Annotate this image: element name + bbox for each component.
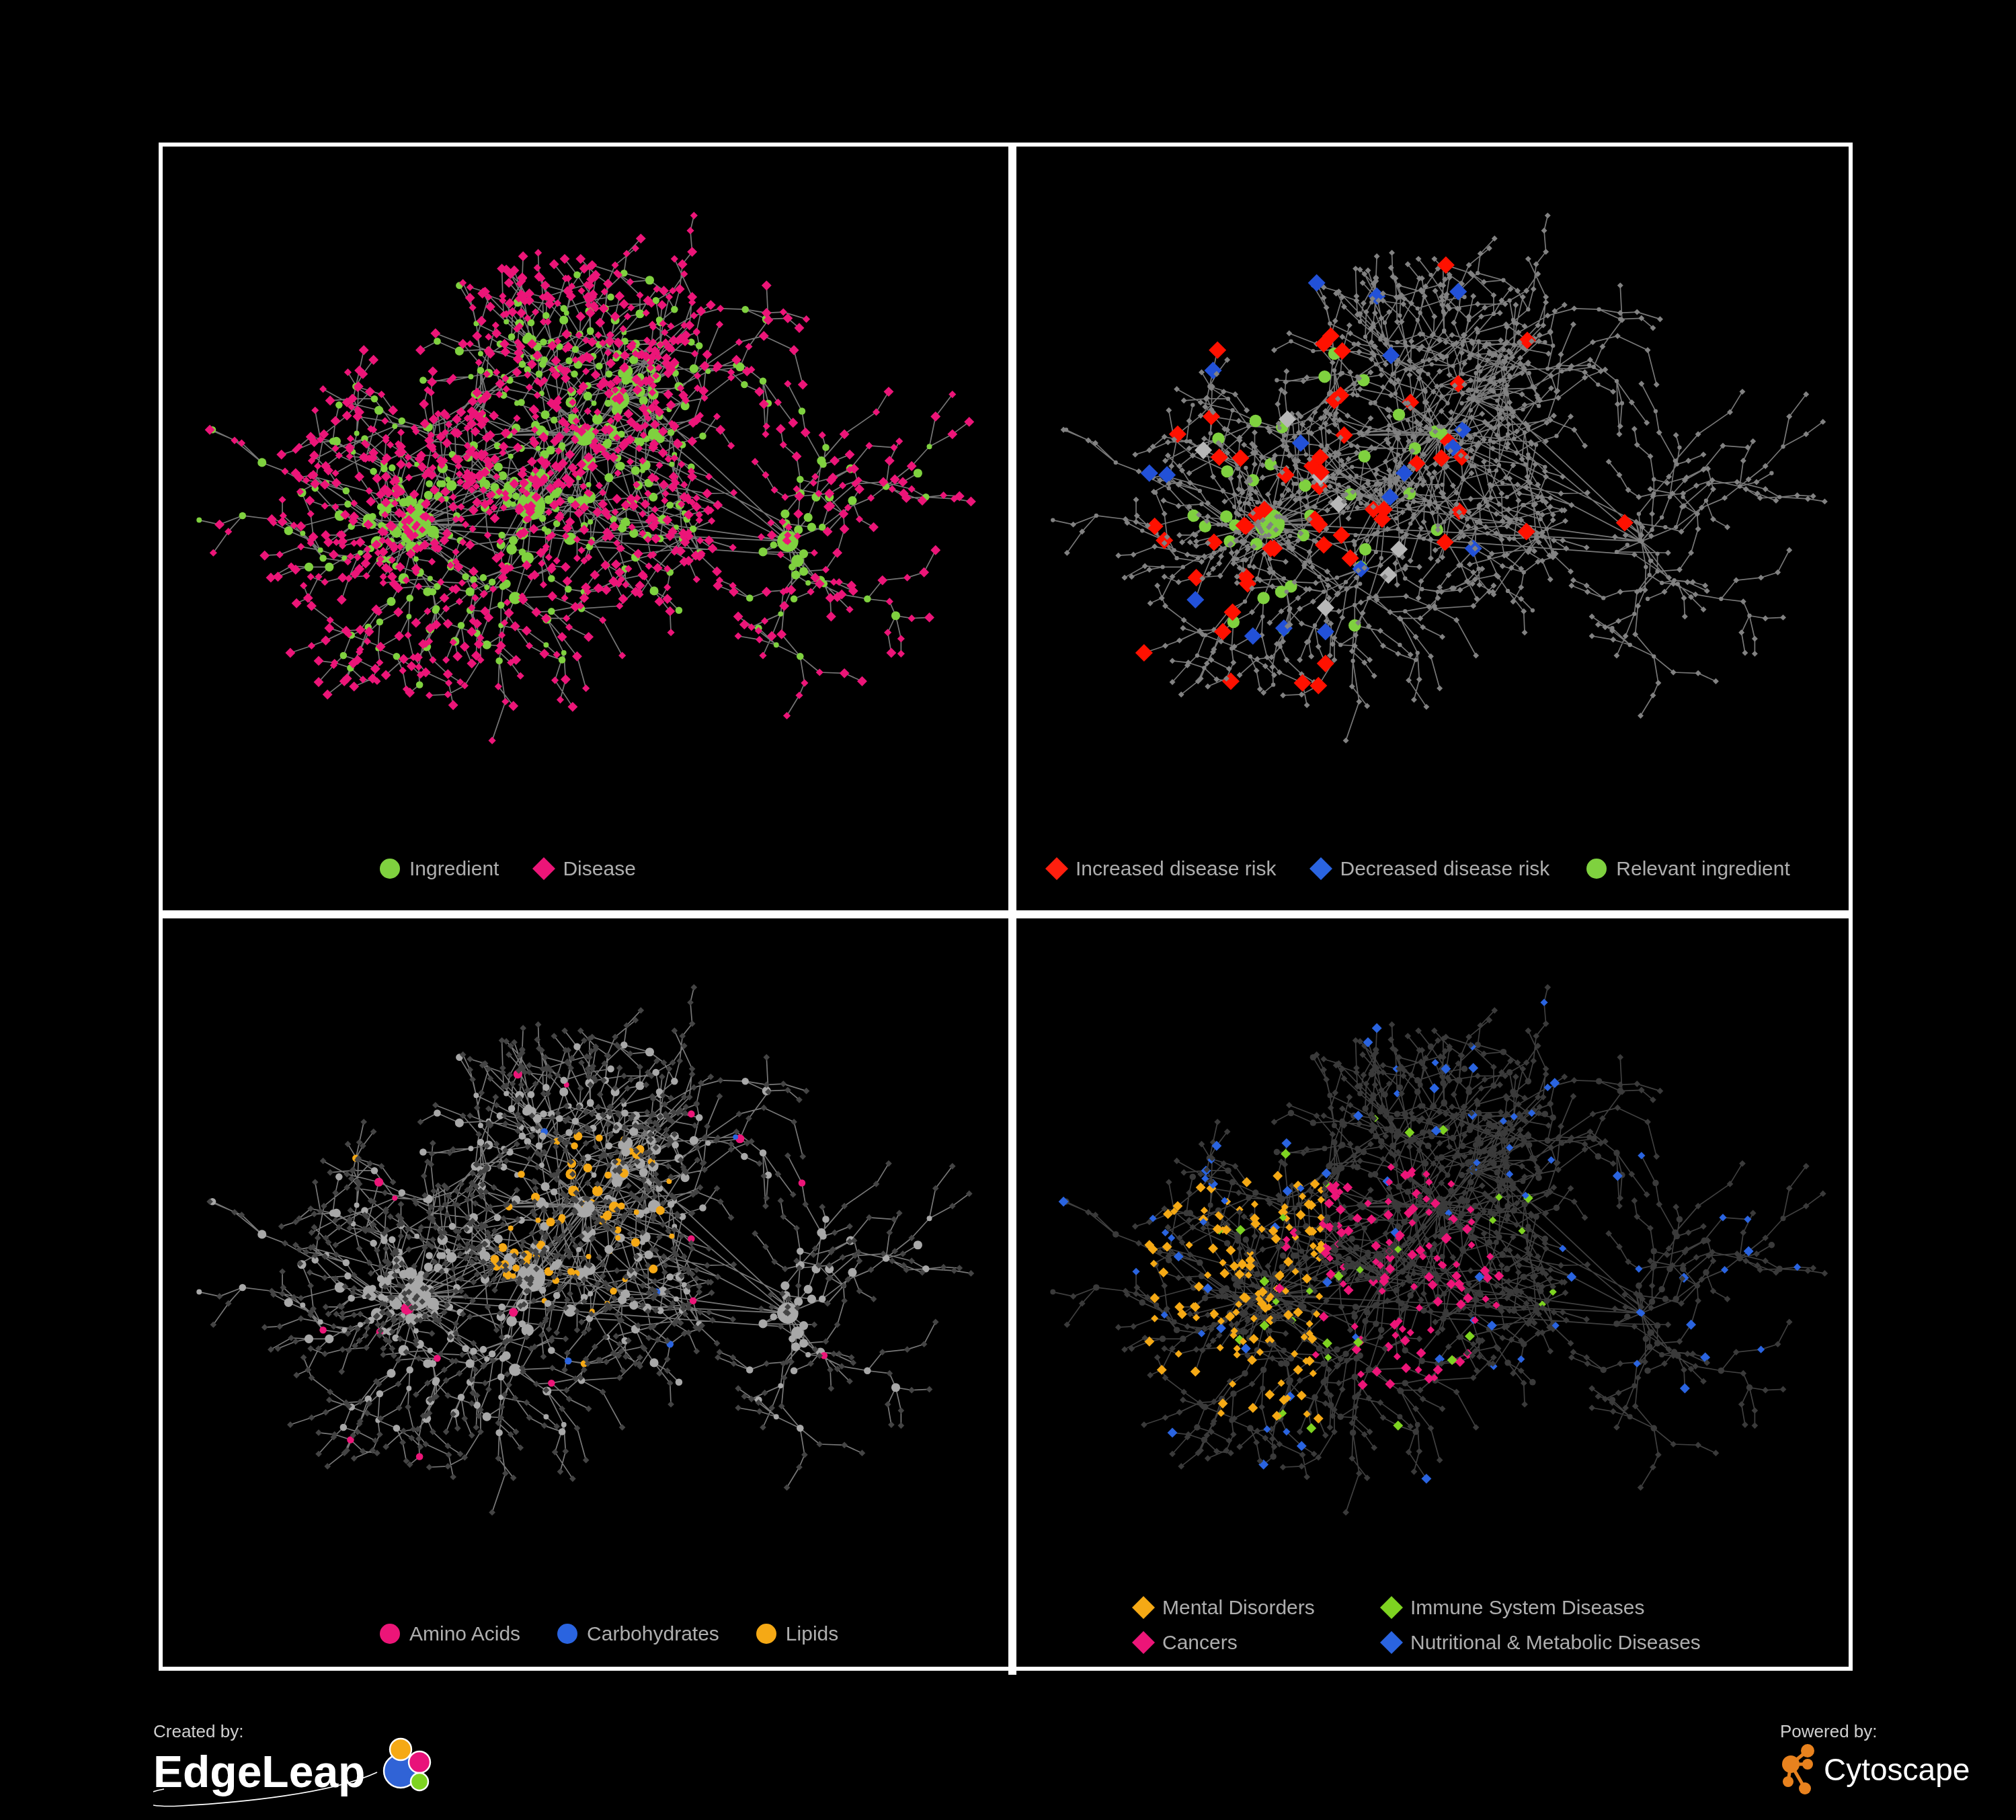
svg-text:EdgeLeap: EdgeLeap (153, 1747, 365, 1796)
svg-text:Cytoscape: Cytoscape (1824, 1752, 1970, 1787)
